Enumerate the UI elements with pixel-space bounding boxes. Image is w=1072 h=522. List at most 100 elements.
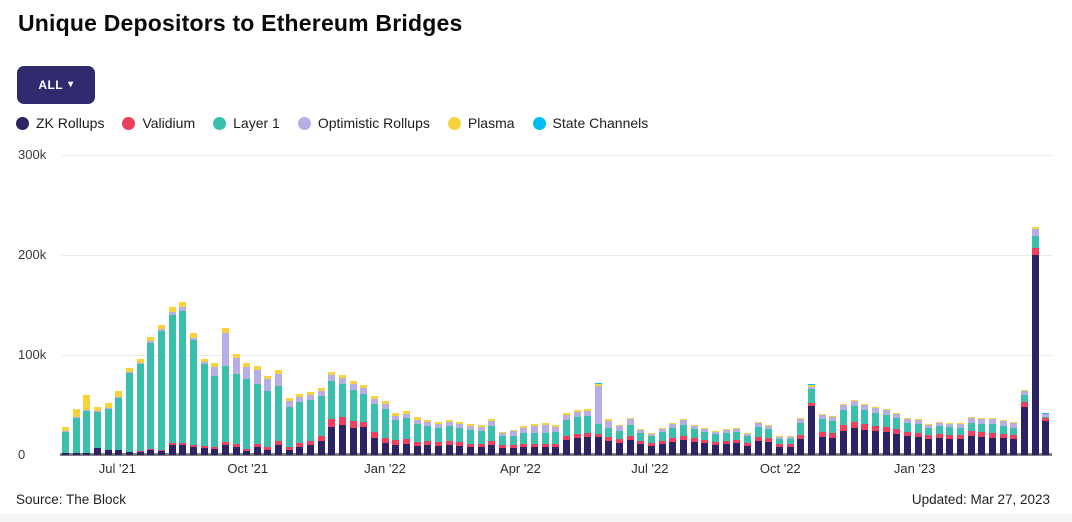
bar[interactable] xyxy=(893,412,901,455)
bar[interactable] xyxy=(882,408,890,455)
bar[interactable] xyxy=(232,353,240,455)
bar[interactable] xyxy=(712,430,720,455)
bar[interactable] xyxy=(62,426,69,455)
bar[interactable] xyxy=(339,374,347,455)
bar[interactable] xyxy=(914,418,922,455)
bar[interactable] xyxy=(594,383,602,455)
bar[interactable] xyxy=(93,406,101,455)
bar[interactable] xyxy=(701,427,709,455)
bar[interactable] xyxy=(72,408,80,455)
bar[interactable] xyxy=(850,399,858,455)
bar[interactable] xyxy=(765,424,773,455)
bar[interactable] xyxy=(403,410,410,455)
bar[interactable] xyxy=(488,418,496,455)
bar[interactable] xyxy=(637,428,645,455)
bar[interactable] xyxy=(211,362,219,455)
bar[interactable] xyxy=(136,358,144,455)
bar[interactable] xyxy=(189,332,197,455)
bar[interactable] xyxy=(552,424,560,455)
bar[interactable] xyxy=(626,417,634,455)
bar[interactable] xyxy=(1010,421,1018,455)
legend-item-optimistic-rollups[interactable]: Optimistic Rollups xyxy=(297,115,430,131)
bar[interactable] xyxy=(648,432,656,455)
bar[interactable] xyxy=(957,422,965,455)
bar[interactable] xyxy=(754,421,762,455)
bar[interactable] xyxy=(498,431,506,455)
bar[interactable] xyxy=(360,384,368,455)
filter-all-button[interactable]: ALL ▾ xyxy=(17,66,95,104)
bar[interactable] xyxy=(807,384,815,455)
legend-item-state-channels[interactable]: State Channels xyxy=(532,115,648,131)
bar[interactable] xyxy=(946,422,954,455)
bar[interactable] xyxy=(168,306,176,455)
bar[interactable] xyxy=(179,301,187,455)
bar[interactable] xyxy=(285,397,293,455)
bar[interactable] xyxy=(424,419,432,455)
bar[interactable] xyxy=(445,419,453,455)
bar[interactable] xyxy=(466,423,474,455)
bar[interactable] xyxy=(296,393,304,455)
bar[interactable] xyxy=(477,424,485,455)
bar[interactable] xyxy=(243,362,251,455)
bar[interactable] xyxy=(541,422,549,455)
bar[interactable] xyxy=(221,327,229,455)
bar[interactable] xyxy=(200,358,208,455)
bar[interactable] xyxy=(530,423,538,455)
bar[interactable] xyxy=(147,336,155,455)
bar[interactable] xyxy=(1021,389,1029,455)
bar[interactable] xyxy=(562,412,570,455)
bar[interactable] xyxy=(871,406,879,455)
bar[interactable] xyxy=(722,428,730,455)
bar[interactable] xyxy=(829,415,837,455)
bar[interactable] xyxy=(669,422,677,455)
bar[interactable] xyxy=(115,390,123,455)
bar[interactable] xyxy=(349,380,357,455)
bar[interactable] xyxy=(381,400,389,455)
bar[interactable] xyxy=(434,421,442,455)
bar[interactable] xyxy=(509,429,517,455)
bar[interactable] xyxy=(584,408,592,455)
bar[interactable] xyxy=(903,417,911,455)
bar[interactable] xyxy=(605,418,613,455)
bar[interactable] xyxy=(680,418,688,455)
bar[interactable] xyxy=(999,419,1007,455)
bar[interactable] xyxy=(264,375,272,455)
bar[interactable] xyxy=(935,421,943,455)
legend-item-zk-rollups[interactable]: ZK Rollups xyxy=(16,115,104,131)
legend-item-layer-1[interactable]: Layer 1 xyxy=(213,115,280,131)
bar[interactable] xyxy=(307,391,315,455)
bar[interactable] xyxy=(1031,226,1039,455)
bar[interactable] xyxy=(83,394,91,455)
bar[interactable] xyxy=(253,365,261,455)
bar[interactable] xyxy=(371,395,379,455)
bar[interactable] xyxy=(573,409,581,455)
bar[interactable] xyxy=(616,424,624,455)
bar[interactable] xyxy=(861,403,869,455)
bar[interactable] xyxy=(786,435,794,455)
bar[interactable] xyxy=(818,413,826,455)
bar[interactable] xyxy=(797,417,805,455)
bar[interactable] xyxy=(690,424,698,455)
bar[interactable] xyxy=(967,416,975,455)
bar[interactable] xyxy=(317,387,325,455)
bar[interactable] xyxy=(157,324,165,455)
bar[interactable] xyxy=(658,427,666,455)
bar[interactable] xyxy=(413,416,421,455)
legend-item-plasma[interactable]: Plasma xyxy=(447,115,515,131)
bar[interactable] xyxy=(392,412,400,455)
bar[interactable] xyxy=(275,369,283,455)
bar[interactable] xyxy=(1042,413,1050,455)
bar[interactable] xyxy=(733,427,741,455)
bar[interactable] xyxy=(520,425,528,455)
bar[interactable] xyxy=(328,371,336,455)
bar[interactable] xyxy=(125,367,133,455)
bar[interactable] xyxy=(925,423,933,455)
bar[interactable] xyxy=(456,421,464,455)
bar[interactable] xyxy=(775,435,783,455)
legend-item-validium[interactable]: Validium xyxy=(122,115,195,131)
bar[interactable] xyxy=(978,417,986,455)
bar[interactable] xyxy=(104,402,112,455)
bar[interactable] xyxy=(839,403,847,455)
bar[interactable] xyxy=(744,432,751,455)
bar[interactable] xyxy=(989,417,997,455)
